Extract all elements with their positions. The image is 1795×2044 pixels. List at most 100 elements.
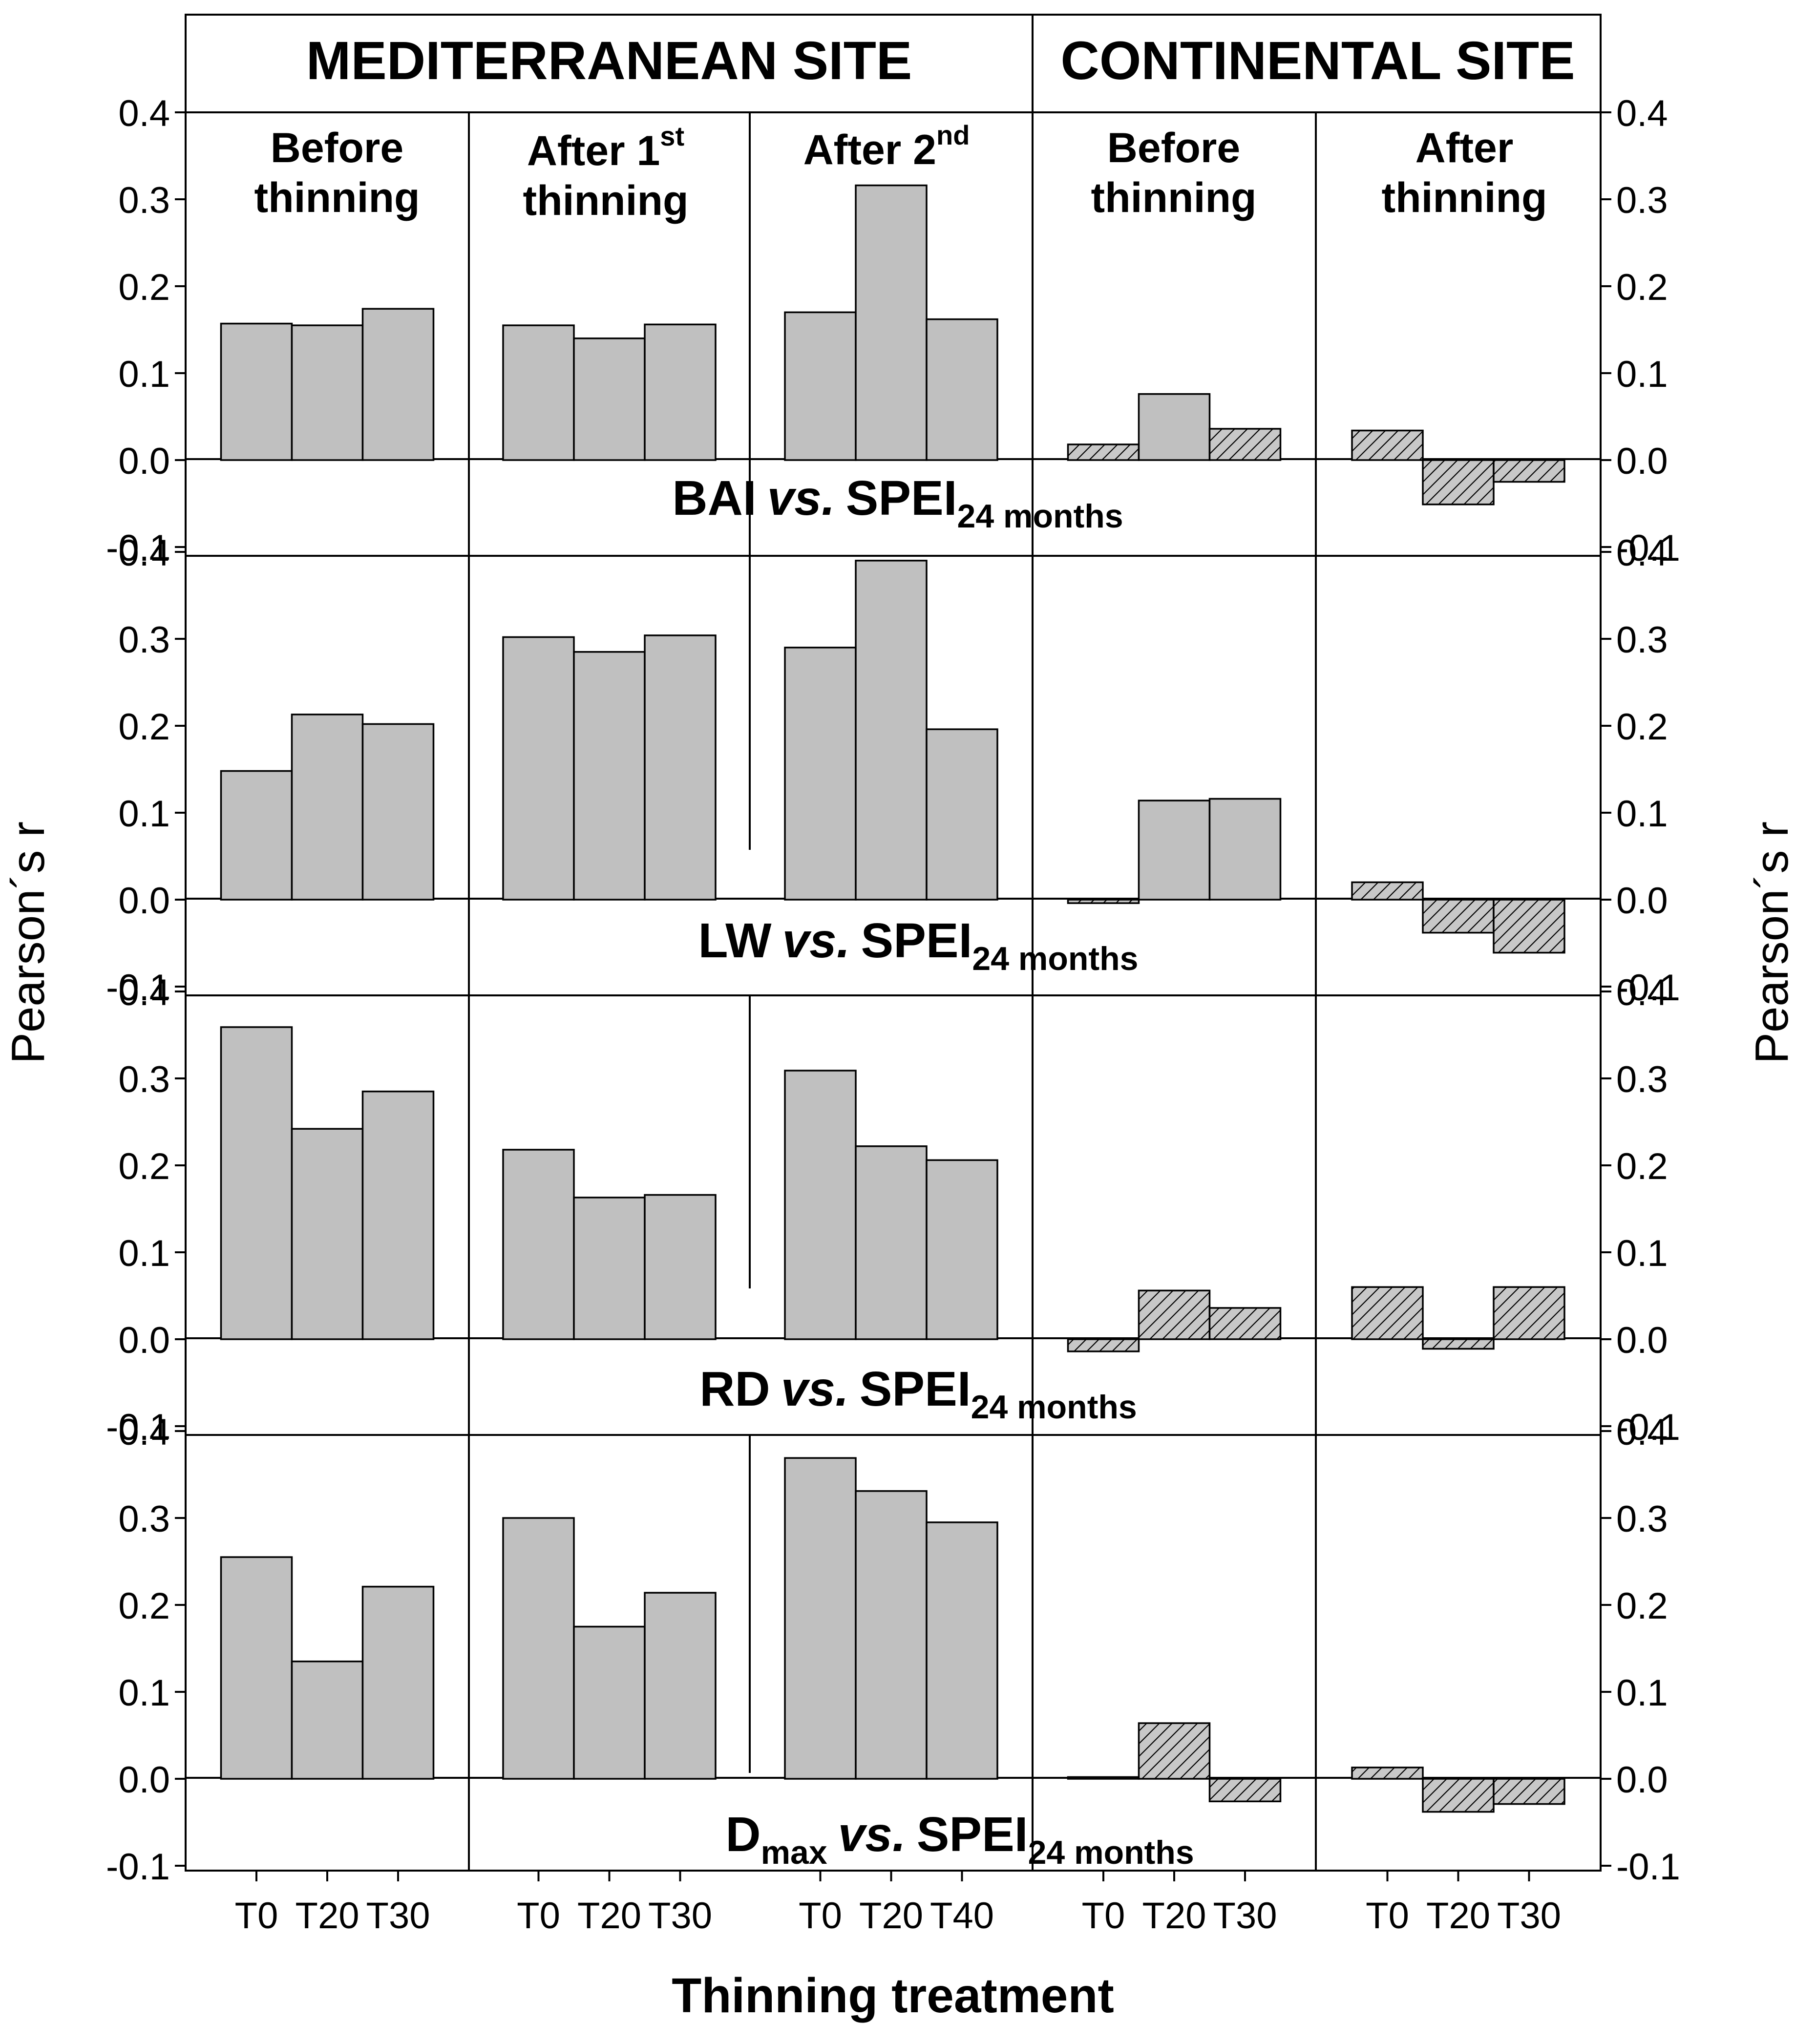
y-tick-label-left: 0.0	[118, 1759, 170, 1801]
bar-d-t30	[361, 1585, 435, 1780]
bar-bai-t0	[1351, 429, 1424, 461]
x-tick-label: T20	[1426, 1895, 1490, 1937]
bar-rd-t30	[644, 1194, 717, 1340]
column-title-superscript: nd	[936, 120, 970, 150]
column-title-main: After 1	[527, 127, 660, 174]
bar-bai-t0	[220, 322, 293, 461]
column-title: After 1st	[527, 121, 684, 174]
y-tick-label-right: 0.0	[1616, 441, 1668, 482]
bar-rd-t0	[1067, 1338, 1140, 1352]
bar-d-t0	[784, 1457, 857, 1780]
y-tick-label-left: 0.4	[118, 93, 170, 134]
y-tick-label-left: -0.1	[106, 527, 170, 569]
bar-bai-t40	[926, 318, 998, 461]
x-tick-label: T0	[1366, 1895, 1409, 1937]
column-title: thinning	[1091, 174, 1256, 221]
y-tick-label-left: 0.1	[118, 354, 170, 395]
column-title: After	[1415, 125, 1514, 171]
row-index: SPEI	[917, 1807, 1028, 1862]
bar-rd-t0	[1351, 1286, 1424, 1340]
y-tick-label-right: 0.1	[1616, 1233, 1668, 1274]
row-index-subscript: 24 months	[1028, 1834, 1194, 1871]
column-titles: Before thinning After 1st thinning After…	[254, 120, 1547, 224]
column-title: Before	[1107, 125, 1240, 171]
bar-lw-t30	[361, 723, 435, 901]
column-title: thinning	[523, 177, 688, 224]
bar-lw-t0	[502, 636, 575, 901]
row-vs: vs.	[838, 1807, 906, 1862]
y-tick-label-right: 0.0	[1616, 880, 1668, 922]
y-tick-label-left: 0.3	[118, 1059, 170, 1100]
y-tick-label-right: 0.4	[1616, 1412, 1668, 1453]
y-tick-label-right: 0.4	[1616, 532, 1668, 574]
bar-lw-t40	[926, 728, 998, 901]
y-tick-label-right: 0.4	[1616, 972, 1668, 1013]
y-tick-label-left: 0.0	[118, 880, 170, 922]
y-tick-label-left: 0.1	[118, 1233, 170, 1274]
x-tick-label: T30	[1497, 1895, 1561, 1937]
bar-rd-t20	[855, 1145, 928, 1340]
column-title: thinning	[254, 174, 420, 221]
bar-d-t20	[1138, 1722, 1211, 1780]
x-tick-label: T30	[366, 1895, 430, 1937]
row-label: BAI vs. SPEI24 months	[672, 471, 1123, 535]
column-title: After 2nd	[803, 120, 970, 173]
y-tick-label-left: 0.2	[118, 1146, 170, 1187]
row-variable-subscript: max	[761, 1834, 827, 1871]
row-index-subscript: 24 months	[972, 940, 1138, 977]
bar-rd-t40	[926, 1159, 998, 1340]
x-tick-label: T20	[577, 1895, 641, 1937]
bar-rd-t30	[1208, 1307, 1282, 1340]
bar-lw-t0	[1351, 881, 1424, 901]
row-vs: vs.	[767, 471, 835, 526]
row-variable: BAI	[672, 471, 756, 526]
y-tick-label-right: 0.4	[1616, 93, 1668, 134]
bar-bai-t30	[1493, 459, 1565, 483]
y-tick-label-right: 0.1	[1616, 1672, 1668, 1714]
bar-lw-t30	[1208, 798, 1282, 901]
row-variable: RD	[699, 1362, 770, 1416]
y-tick-label-right: 0.3	[1616, 1059, 1668, 1100]
y-tick-label-right: 0.2	[1616, 267, 1668, 308]
row-index: SPEI	[861, 913, 972, 968]
bar-bai-t0	[784, 311, 857, 461]
bar-d-t40	[926, 1521, 998, 1780]
continental-site-header: CONTINENTAL SITE	[1060, 31, 1575, 91]
bar-bai-t20	[1422, 459, 1495, 506]
column-title: Before	[271, 125, 403, 171]
bar-d-t30	[1493, 1778, 1565, 1805]
y-tick-label-right: 0.3	[1616, 1498, 1668, 1540]
y-tick-label-left: 0.1	[118, 1672, 170, 1714]
x-axis-title: Thinning treatment	[672, 1968, 1114, 2023]
x-tick-label: T20	[859, 1895, 923, 1937]
bar-lw-t20	[291, 714, 364, 901]
bar-bai-t0	[1067, 443, 1140, 461]
y-tick-label-left: 0.2	[118, 1585, 170, 1627]
y-tick-label-right: 0.2	[1616, 1146, 1668, 1187]
y-tick-label-right: -0.1	[1616, 1407, 1680, 1448]
bar-bai-t20	[573, 337, 646, 461]
bar-bai-t0	[502, 324, 575, 461]
bar-d-t20	[291, 1660, 364, 1780]
bar-d-t30	[644, 1592, 717, 1780]
axis-ticks: 0.4 0.40.3 0.30.2 0.20.1 0.10.0 0.0-0.1 -0.10.…	[106, 93, 1680, 1937]
y-tick-label-left: 0.1	[118, 793, 170, 835]
row-index: SPEI	[860, 1362, 971, 1416]
y-tick-label-left: 0.2	[118, 267, 170, 308]
bar-d-t30	[1208, 1778, 1282, 1803]
bar-rd-t30	[1493, 1286, 1565, 1340]
y-tick-label-left: 0.0	[118, 1320, 170, 1361]
y-tick-label-right: 0.3	[1616, 180, 1668, 221]
bar-bai-t20	[1138, 393, 1211, 461]
y-tick-label-left: -0.1	[106, 1407, 170, 1448]
y-tick-label-left: 0.3	[118, 619, 170, 661]
x-tick-label: T20	[1142, 1895, 1206, 1937]
y-axis-title-left: Pearson´s r	[2, 822, 54, 1064]
y-tick-label-left: -0.1	[106, 1846, 170, 1888]
x-tick-label: T30	[648, 1895, 712, 1937]
y-tick-label-left: -0.1	[106, 967, 170, 1009]
column-title-superscript: st	[660, 121, 684, 151]
bar-d-t0	[502, 1517, 575, 1780]
bar-lw-t20	[573, 651, 646, 901]
